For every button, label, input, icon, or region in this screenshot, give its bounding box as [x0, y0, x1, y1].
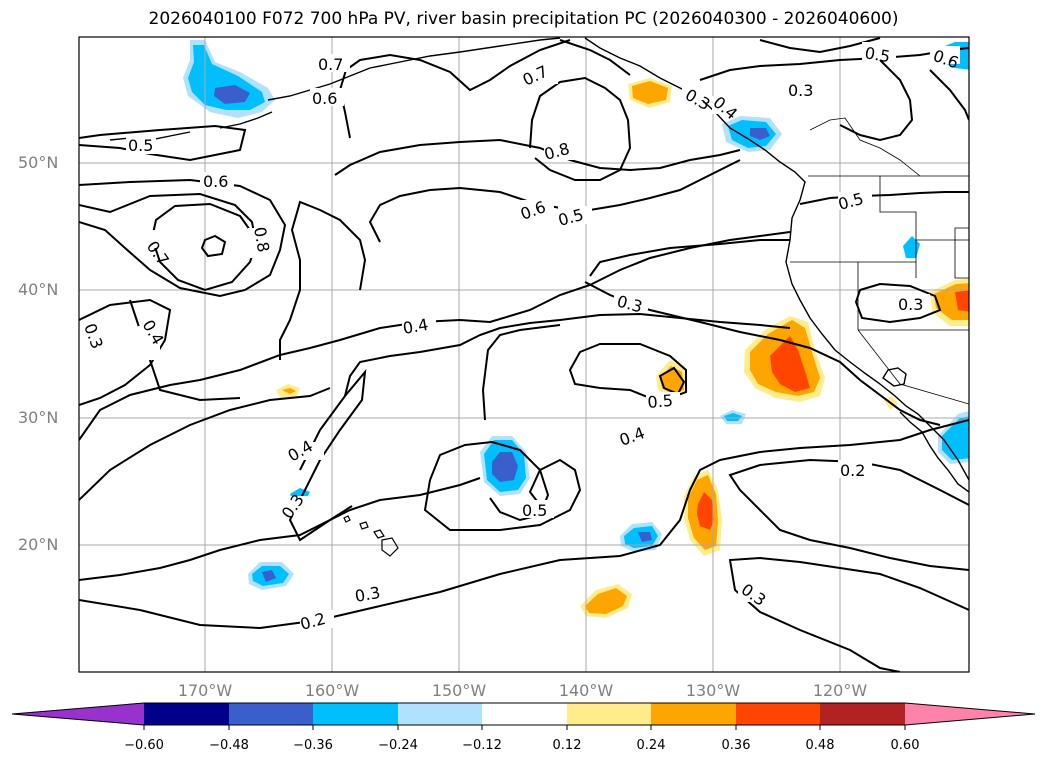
colorbar-tick-label: −0.36	[293, 738, 333, 753]
lat-label-50n: 50°N	[18, 153, 59, 172]
lon-label-150w: 150°W	[431, 681, 487, 700]
colorbar-tick-label: 0.36	[721, 738, 751, 753]
shade-blob-negative	[638, 532, 652, 542]
contour-label: 0.3	[786, 78, 820, 100]
shade-blob-positive	[282, 388, 296, 394]
colorbar-segment	[736, 703, 820, 725]
shade-blob-positive	[770, 336, 810, 392]
lon-label-130w: 130°W	[685, 681, 741, 700]
colorbar-tick-label: 0.60	[890, 738, 920, 753]
hawaii-islands	[343, 515, 399, 557]
svg-text:0.6: 0.6	[312, 89, 337, 108]
svg-text:0.3: 0.3	[898, 295, 923, 314]
lat-label-40n: 40°N	[18, 280, 59, 299]
contour-label: 0.8	[542, 139, 578, 164]
contour-label: 0.3	[353, 583, 388, 606]
svg-text:0.2: 0.2	[840, 461, 865, 480]
contour-label: 0.5	[126, 136, 156, 155]
colorbar-segment	[820, 703, 905, 725]
colorbar-tick-label: −0.24	[378, 738, 418, 753]
colorbar-segment	[482, 703, 567, 725]
contour-label: 0.8	[248, 225, 273, 258]
shade-blob-negative	[724, 413, 742, 421]
colorbar-tick-label: 0.48	[805, 738, 835, 753]
contour-label: 0.3	[896, 294, 930, 314]
colorbar-segment	[144, 703, 229, 725]
shade-blob-positive	[585, 588, 627, 614]
colorbar-extend-right	[905, 703, 1035, 725]
svg-text:0.5: 0.5	[647, 391, 674, 412]
lat-label-20n: 20°N	[18, 535, 59, 554]
contour-label: 0.4	[401, 314, 436, 338]
svg-text:0.4: 0.4	[401, 315, 429, 338]
lon-label-120w: 120°W	[812, 681, 868, 700]
svg-text:0.5: 0.5	[522, 501, 547, 520]
colorbar-tick-label: −0.48	[209, 738, 249, 753]
colorbar-tick-label: 0.24	[636, 738, 666, 753]
shade-blob-negative	[942, 416, 969, 460]
state-borders	[790, 117, 969, 405]
lon-label-140w: 140°W	[558, 681, 614, 700]
svg-text:0.5: 0.5	[128, 136, 153, 155]
colorbar-tick-label: 0.12	[552, 738, 582, 753]
svg-text:0.8: 0.8	[250, 225, 273, 253]
map-frame	[78, 36, 970, 673]
contour-label: 0.6	[310, 88, 344, 108]
shade-blob-negative	[214, 85, 250, 104]
colorbar-tick-label: −0.60	[124, 738, 164, 753]
lon-label-170w: 170°W	[177, 681, 233, 700]
svg-text:0.3: 0.3	[353, 583, 381, 606]
contour-label: 0.5	[520, 500, 554, 520]
shade-blob-negative	[262, 570, 276, 582]
shade-blob-positive	[632, 81, 668, 104]
shade-blob-negative	[492, 452, 518, 482]
contour-label: 0.6	[200, 172, 234, 191]
shade-blob-positive	[955, 290, 969, 312]
contour-label: 0.5	[836, 189, 872, 214]
colorbar-tick-label: −0.12	[462, 738, 502, 753]
shade-blob-negative	[750, 128, 770, 140]
contour-label: 0.5	[556, 205, 592, 230]
colorbar-segment	[651, 703, 736, 725]
colorbar	[11, 702, 1036, 730]
contour-label: 0.5	[646, 391, 680, 412]
map-title: 2026040100 F072 700 hPa PV, river basin …	[148, 9, 899, 29]
colorbar-extend-left	[12, 703, 144, 725]
svg-text:0.3: 0.3	[788, 81, 813, 100]
svg-text:0.5: 0.5	[863, 43, 891, 66]
contour-label: 0.4	[617, 423, 654, 450]
lat-label-30n: 30°N	[18, 408, 59, 427]
contour-label: 0.5	[862, 42, 896, 66]
shade-blob-positive	[697, 492, 714, 530]
colorbar-segment	[398, 703, 482, 725]
colorbar-segment	[567, 703, 651, 725]
svg-text:0.6: 0.6	[203, 172, 228, 191]
colorbar-segment	[313, 703, 398, 725]
contour-label: 0.7	[316, 54, 350, 74]
contour-label: 0.3	[614, 292, 648, 316]
contour-label: 0.2	[838, 460, 872, 480]
pv-contours	[79, 37, 969, 672]
colorbar-segment	[229, 703, 313, 725]
svg-text:0.7: 0.7	[318, 55, 343, 74]
lon-label-160w: 160°W	[304, 681, 360, 700]
